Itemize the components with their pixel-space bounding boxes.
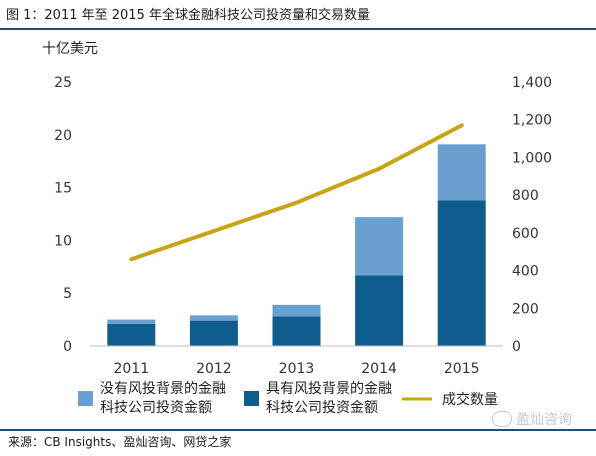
bar-without-vc-2014	[355, 217, 404, 276]
right-tick-label: 200	[512, 301, 539, 317]
bar-without-vc-2013	[272, 304, 321, 317]
source-note: 来源：CB Insights、盈灿咨询、网贷之家	[8, 435, 232, 449]
right-axis: 0 200 400 600 800 1,000 1,200 1,400	[512, 75, 552, 355]
right-tick-label: 0	[512, 339, 521, 355]
left-axis: 0 5 10 15 20 25	[54, 75, 72, 355]
legend-swatch	[78, 391, 93, 406]
legend-label: 科技公司投资金额	[266, 400, 378, 416]
left-tick-label: 0	[63, 339, 72, 355]
bottom-rule	[0, 429, 596, 431]
watermark-text: 盈灿咨询	[516, 412, 572, 428]
left-tick-label: 15	[54, 181, 72, 197]
legend-swatch	[244, 391, 259, 406]
wechat-icon	[492, 411, 512, 427]
chart-area: 十亿美元 0 5 10 15 20 25 0 200 400 600 800 1,000 1,200 1…	[42, 41, 552, 416]
right-tick-label: 1,400	[512, 75, 552, 91]
bar-without-vc-2012	[189, 315, 238, 321]
left-tick-label: 25	[54, 75, 72, 91]
legend-label: 具有风投背景的金融	[266, 381, 392, 397]
left-tick-label: 10	[54, 233, 72, 249]
bars	[107, 144, 486, 346]
bar-with-vc-2015	[437, 200, 486, 346]
bar-with-vc-2012	[189, 320, 238, 346]
bar-with-vc-2013	[272, 316, 321, 346]
left-tick-label: 20	[54, 128, 72, 144]
right-tick-label: 1,200	[512, 113, 552, 129]
right-tick-label: 600	[512, 226, 539, 242]
title-rule	[0, 28, 596, 30]
legend-label: 科技公司投资金额	[100, 400, 212, 416]
right-tick-label: 800	[512, 188, 539, 204]
bar-without-vc-2015	[437, 144, 486, 201]
line-series	[129, 123, 464, 262]
legend-label: 成交数量	[442, 391, 498, 408]
unit-label: 十亿美元	[42, 41, 98, 57]
figure-title: 图 1：2011 年至 2015 年全球金融科技公司投资量和交易数量	[6, 8, 370, 23]
deal-count-line	[129, 123, 464, 262]
bar-with-vc-2011	[107, 323, 156, 346]
right-tick-label: 1,000	[512, 150, 552, 166]
x-axis: 2011 2012 2013 2014 2015	[113, 361, 479, 377]
x-tick-label: 2015	[444, 361, 480, 377]
x-tick-label: 2013	[279, 361, 315, 377]
x-tick-label: 2012	[196, 361, 232, 377]
legend-label: 没有风投背景的金融	[100, 381, 226, 397]
bar-without-vc-2011	[107, 319, 156, 324]
watermark: 盈灿咨询	[492, 409, 572, 429]
bar-with-vc-2014	[355, 275, 404, 346]
right-tick-label: 400	[512, 264, 539, 280]
x-tick-label: 2014	[361, 361, 397, 377]
left-tick-label: 5	[63, 286, 72, 302]
x-tick-label: 2011	[113, 361, 149, 377]
